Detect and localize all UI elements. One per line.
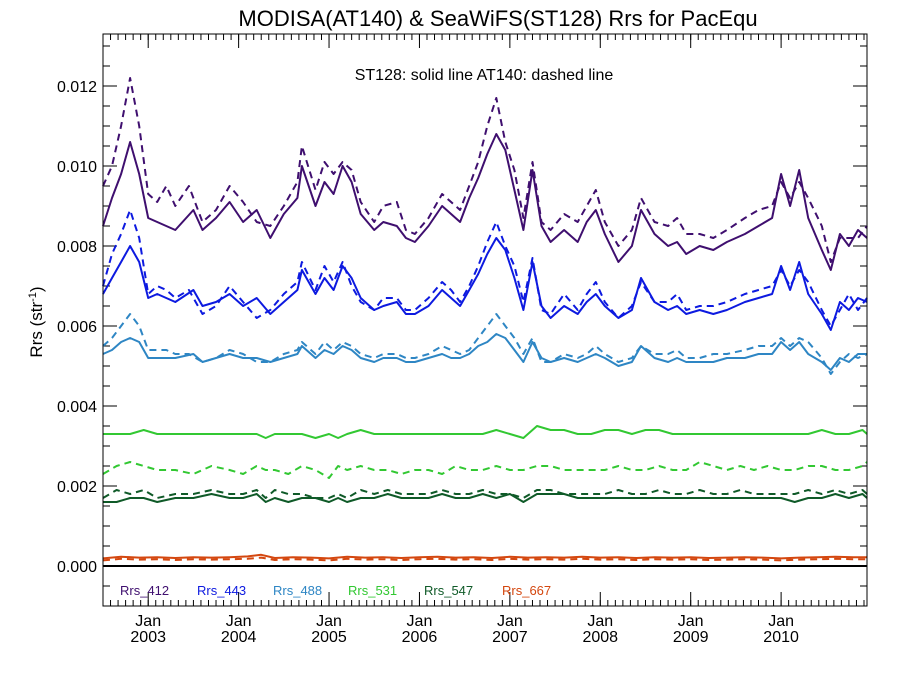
series-line-rrs_488-solid <box>102 333 867 371</box>
x-tick-month-label: Jan <box>587 613 613 630</box>
y-tick-label: 0.008 <box>57 239 97 256</box>
x-tick-month-label: Jan <box>407 613 433 630</box>
series-line-rrs_443-solid <box>102 237 868 331</box>
x-tick-year-label: 2005 <box>311 629 347 646</box>
x-tick-year-label: 2004 <box>221 629 257 646</box>
series-line-rrs_531-solid <box>103 425 868 439</box>
series-line-rrs_531-dashed <box>102 461 868 479</box>
series-line-rrs_547-solid <box>103 493 868 503</box>
x-tick-month-label: Jan <box>768 613 794 630</box>
legend-label-rrs_667: Rrs_667 <box>502 583 551 598</box>
x-tick-month-label: Jan <box>135 613 161 630</box>
x-tick-month-label: Jan <box>316 613 342 630</box>
y-tick-label: 0.012 <box>57 79 97 96</box>
legend-label-rrs_488: Rrs_488 <box>273 583 322 598</box>
axes-layer: 0.0000.0020.0040.0060.0080.0100.012Jan20… <box>57 34 867 646</box>
series-line-rrs_443-dashed <box>102 209 868 327</box>
series-layer <box>102 77 868 562</box>
x-tick-month-label: Jan <box>678 613 704 630</box>
legend-label-rrs_412: Rrs_412 <box>120 583 169 598</box>
series-line-rrs_667-dashed <box>102 556 867 562</box>
y-tick-label: 0.006 <box>57 319 97 336</box>
series-line-rrs_547-dashed <box>102 489 868 499</box>
y-tick-label: 0.010 <box>57 159 97 176</box>
series-line-rrs_412-dashed <box>102 77 868 263</box>
y-tick-label: 0.002 <box>57 479 97 496</box>
y-axis-label: Rrs (str-1) <box>27 286 46 357</box>
x-tick-year-label: 2009 <box>673 629 709 646</box>
legend: Rrs_412 Rrs_443 Rrs_488 Rrs_531 Rrs_547 Rrs_6… <box>120 583 551 598</box>
series-line-rrs_412-solid <box>102 133 868 271</box>
x-tick-year-label: 2003 <box>130 629 166 646</box>
legend-label-rrs_531: Rrs_531 <box>348 583 397 598</box>
x-tick-month-label: Jan <box>226 613 252 630</box>
chart-title: MODISA(AT140) & SeaWiFS(ST128) Rrs for P… <box>238 6 757 31</box>
x-tick-year-label: 2010 <box>763 629 799 646</box>
x-tick-year-label: 2008 <box>582 629 618 646</box>
legend-label-rrs_443: Rrs_443 <box>197 583 246 598</box>
series-line-rrs_667-solid <box>102 553 867 560</box>
line-style-annotation: ST128: solid line AT140: dashed line <box>355 67 614 84</box>
x-tick-year-label: 2007 <box>492 629 528 646</box>
x-tick-year-label: 2006 <box>402 629 438 646</box>
plot-frame <box>102 33 868 607</box>
x-tick-month-label: Jan <box>497 613 523 630</box>
series-line-rrs_488-dashed <box>102 313 868 375</box>
y-tick-label: 0.004 <box>57 399 97 416</box>
legend-label-rrs_547: Rrs_547 <box>424 583 473 598</box>
y-tick-label: 0.000 <box>57 559 97 576</box>
